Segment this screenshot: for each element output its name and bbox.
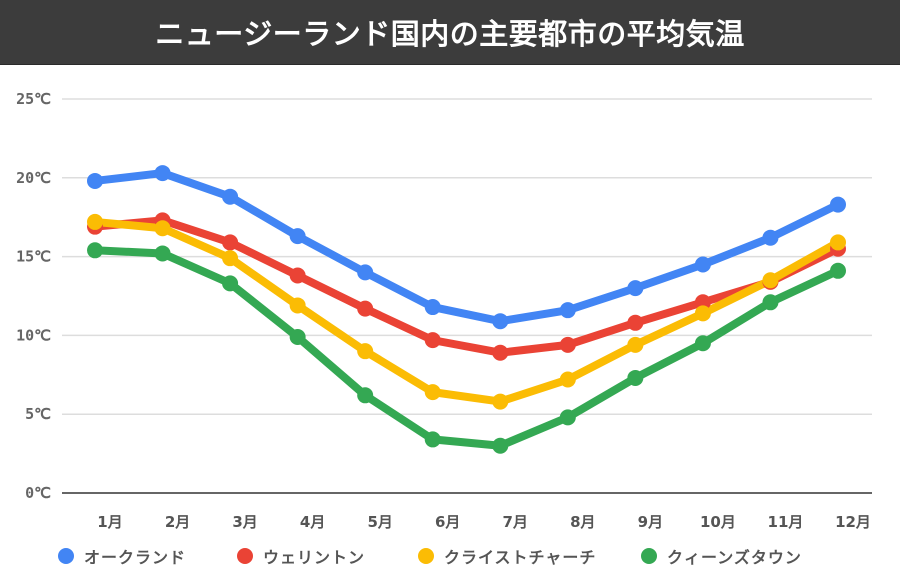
x-tick-label: 8月 (570, 513, 595, 531)
series-line (91, 216, 842, 357)
x-tick-label: 1月 (97, 513, 122, 531)
data-point (492, 344, 509, 361)
x-tick-label: 3月 (232, 513, 257, 531)
data-point (762, 294, 779, 311)
data-point (424, 431, 441, 448)
data-point (492, 393, 509, 410)
series-points (87, 165, 846, 454)
x-axis-ticks: 1月 2月 3月 4月 5月 6月 7月 8月 9月 10月 11月 12月 (97, 513, 871, 531)
data-point (222, 188, 239, 205)
data-point (830, 196, 846, 213)
legend-marker-icon (58, 548, 74, 564)
legend-item: ウェリントン (237, 544, 365, 568)
y-tick-label: 0℃ (25, 484, 51, 502)
legend-item: オークランド (58, 544, 186, 568)
data-point (492, 437, 509, 454)
x-tick-label: 2月 (165, 513, 190, 531)
y-tick-label: 20℃ (16, 169, 51, 187)
data-point (289, 267, 306, 284)
gridlines (62, 98, 872, 494)
data-point (694, 256, 711, 273)
data-point (627, 314, 644, 331)
data-point (424, 299, 441, 316)
legend-label: クィーンズタウン (667, 548, 802, 567)
legend-label: オークランド (84, 548, 187, 567)
data-point (694, 335, 711, 352)
data-point (830, 262, 846, 279)
legend-marker-icon (418, 548, 434, 564)
legend-item: クィーンズタウン (641, 544, 802, 568)
legend-item: クライストチャーチ (418, 544, 596, 568)
y-tick-label: 25℃ (16, 90, 51, 108)
data-point (762, 272, 779, 289)
data-point (289, 228, 306, 245)
data-point (762, 229, 779, 246)
data-point (87, 213, 103, 230)
data-point (627, 280, 644, 297)
y-axis-ticks: 0℃ 5℃ 10℃ 15℃ 20℃ 25℃ (16, 90, 51, 502)
legend-marker-icon (237, 548, 253, 564)
data-point (154, 220, 171, 237)
x-tick-label: 5月 (367, 513, 392, 531)
data-point (694, 294, 711, 311)
legend-label: クライストチャーチ (444, 548, 597, 567)
x-tick-label: 11月 (768, 513, 804, 531)
data-point (154, 245, 171, 262)
legend: オークランド ウェリントン クライストチャーチ クィーンズタウン (0, 540, 900, 570)
data-point (357, 343, 374, 360)
x-tick-label: 10月 (700, 513, 736, 531)
data-point (222, 250, 239, 267)
y-tick-label: 5℃ (25, 405, 51, 423)
data-point (289, 328, 306, 345)
data-point (492, 313, 509, 330)
data-point (289, 297, 306, 314)
data-point (424, 332, 441, 349)
series-line (91, 217, 842, 406)
data-point (357, 300, 374, 317)
series-lines (91, 169, 842, 450)
data-point (559, 336, 576, 353)
data-point (222, 275, 239, 292)
data-point (357, 387, 374, 404)
y-tick-label: 15℃ (16, 248, 51, 266)
line-chart: 0℃ 5℃ 10℃ 15℃ 20℃ 25℃ 1月 2月 3月 4月 5月 6月 7月 8月 9月 10月 11… (16, 90, 872, 531)
legend-label: ウェリントン (263, 548, 366, 567)
x-tick-label: 6月 (435, 513, 460, 531)
series-line (91, 246, 842, 450)
data-point (627, 336, 644, 353)
data-point (87, 242, 103, 259)
title-bar: ニュージーランド国内の主要都市の平均気温 (0, 0, 900, 65)
data-point (694, 305, 711, 322)
data-point (87, 172, 103, 189)
x-tick-label: 7月 (503, 513, 528, 531)
x-tick-label: 12月 (835, 513, 871, 531)
data-point (154, 165, 171, 182)
data-point (830, 234, 846, 251)
y-tick-label: 10℃ (16, 326, 51, 344)
data-point (424, 384, 441, 401)
data-point (222, 234, 239, 251)
series-line (91, 169, 842, 326)
data-point (357, 264, 374, 281)
data-point (559, 409, 576, 426)
chart-title: ニュージーランド国内の主要都市の平均気温 (155, 17, 745, 51)
legend-marker-icon (641, 548, 657, 564)
x-tick-label: 4月 (300, 513, 325, 531)
data-point (627, 369, 644, 386)
x-tick-label: 9月 (638, 513, 663, 531)
data-point (559, 371, 576, 388)
data-point (559, 302, 576, 319)
